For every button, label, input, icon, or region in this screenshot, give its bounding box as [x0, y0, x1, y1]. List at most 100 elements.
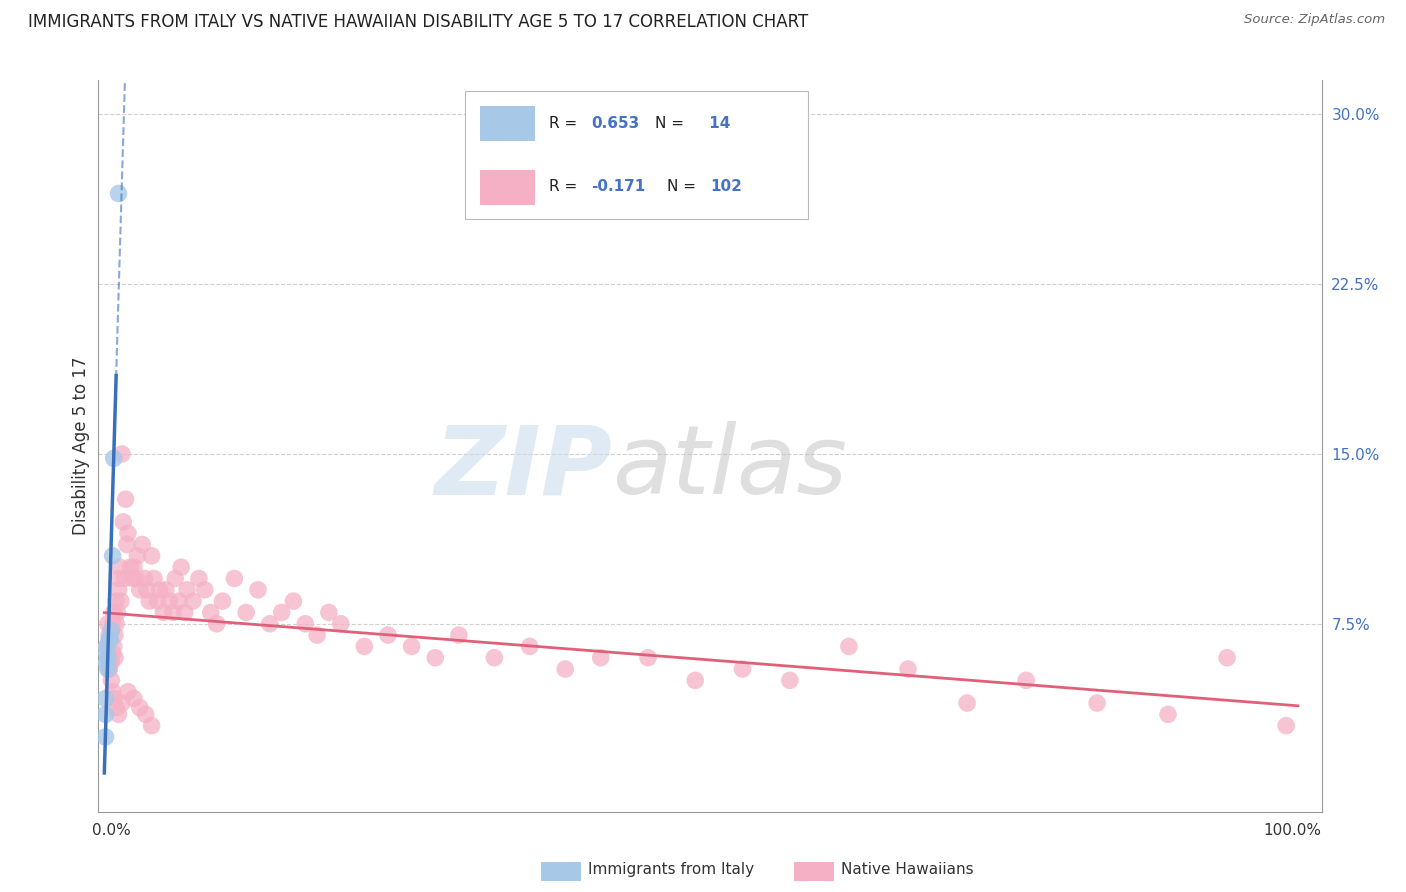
Point — [107, 707, 129, 722]
Point — [165, 572, 187, 586]
Point — [125, 572, 148, 586]
Point — [107, 572, 129, 586]
Point — [96, 646, 118, 660]
Point — [107, 186, 129, 201]
Point — [117, 526, 139, 541]
Text: IMMIGRANTS FROM ITALY VS NATIVE HAWAIIAN DISABILITY AGE 5 TO 17 CORRELATION CHAR: IMMIGRANTS FROM ITALY VS NATIVE HAWAIIAN… — [28, 13, 808, 31]
Point — [104, 628, 127, 642]
Point — [94, 691, 117, 706]
Point — [98, 662, 121, 676]
Point — [187, 572, 209, 586]
Point — [105, 700, 128, 714]
Point — [103, 451, 125, 466]
Point — [104, 650, 127, 665]
Point — [98, 632, 121, 647]
Text: 100.0%: 100.0% — [1264, 822, 1322, 838]
Point — [152, 606, 174, 620]
Point — [173, 606, 195, 620]
Text: R =: R = — [548, 178, 582, 194]
Point — [138, 594, 160, 608]
Text: atlas: atlas — [612, 421, 848, 515]
Point — [176, 582, 198, 597]
Point — [101, 646, 124, 660]
Point — [135, 582, 157, 597]
Point — [98, 632, 121, 647]
Point — [897, 662, 920, 676]
Text: -0.171: -0.171 — [592, 178, 645, 194]
Text: Native Hawaiians: Native Hawaiians — [841, 863, 973, 877]
Point — [112, 572, 135, 586]
Point — [956, 696, 979, 710]
Point — [100, 655, 122, 669]
Y-axis label: Disability Age 5 to 17: Disability Age 5 to 17 — [72, 357, 90, 535]
Text: 0.653: 0.653 — [592, 116, 640, 131]
Text: R =: R = — [548, 116, 582, 131]
Point — [270, 606, 292, 620]
Point — [162, 606, 184, 620]
Point — [103, 640, 125, 654]
Point — [1216, 650, 1239, 665]
Text: N =: N = — [655, 116, 683, 131]
Point — [318, 606, 340, 620]
Point — [554, 662, 576, 676]
Point — [94, 730, 117, 744]
Text: ZIP: ZIP — [434, 421, 612, 515]
Point — [96, 640, 118, 654]
Point — [200, 606, 222, 620]
Point — [120, 560, 142, 574]
Point — [121, 572, 143, 586]
Point — [307, 628, 329, 642]
Point — [103, 606, 125, 620]
Point — [127, 549, 149, 563]
Point — [589, 650, 612, 665]
Point — [1015, 673, 1038, 688]
Point — [146, 594, 169, 608]
Point — [111, 696, 134, 710]
Point — [112, 515, 135, 529]
Point — [447, 628, 470, 642]
Point — [98, 662, 121, 676]
Point — [155, 582, 177, 597]
Point — [141, 719, 163, 733]
Text: 0.0%: 0.0% — [93, 822, 131, 838]
Point — [97, 650, 120, 665]
Point — [114, 492, 136, 507]
Point — [235, 606, 257, 620]
Point — [100, 624, 122, 638]
Point — [97, 650, 120, 665]
Point — [194, 582, 217, 597]
Text: Source: ZipAtlas.com: Source: ZipAtlas.com — [1244, 13, 1385, 27]
Point — [122, 560, 145, 574]
Point — [98, 650, 121, 665]
Point — [107, 582, 129, 597]
Point — [97, 616, 120, 631]
Point — [108, 560, 131, 574]
Point — [329, 616, 352, 631]
Point — [128, 582, 150, 597]
Text: N =: N = — [668, 178, 696, 194]
Point — [96, 640, 118, 654]
Point — [683, 673, 706, 688]
Point — [141, 549, 163, 563]
Point — [94, 707, 117, 722]
FancyBboxPatch shape — [465, 91, 808, 219]
Point — [117, 684, 139, 698]
Text: Immigrants from Italy: Immigrants from Italy — [588, 863, 754, 877]
Point — [838, 640, 860, 654]
Point — [157, 594, 180, 608]
Point — [98, 628, 121, 642]
Point — [134, 572, 156, 586]
Point — [105, 594, 128, 608]
Point — [131, 537, 153, 551]
Point — [115, 537, 138, 551]
Point — [105, 616, 128, 631]
Point — [100, 624, 122, 638]
Point — [1275, 719, 1298, 733]
Point — [98, 632, 121, 647]
Point — [101, 616, 124, 631]
Point — [97, 662, 120, 676]
Point — [211, 594, 233, 608]
Point — [224, 572, 246, 586]
Point — [135, 707, 157, 722]
Point — [111, 447, 134, 461]
